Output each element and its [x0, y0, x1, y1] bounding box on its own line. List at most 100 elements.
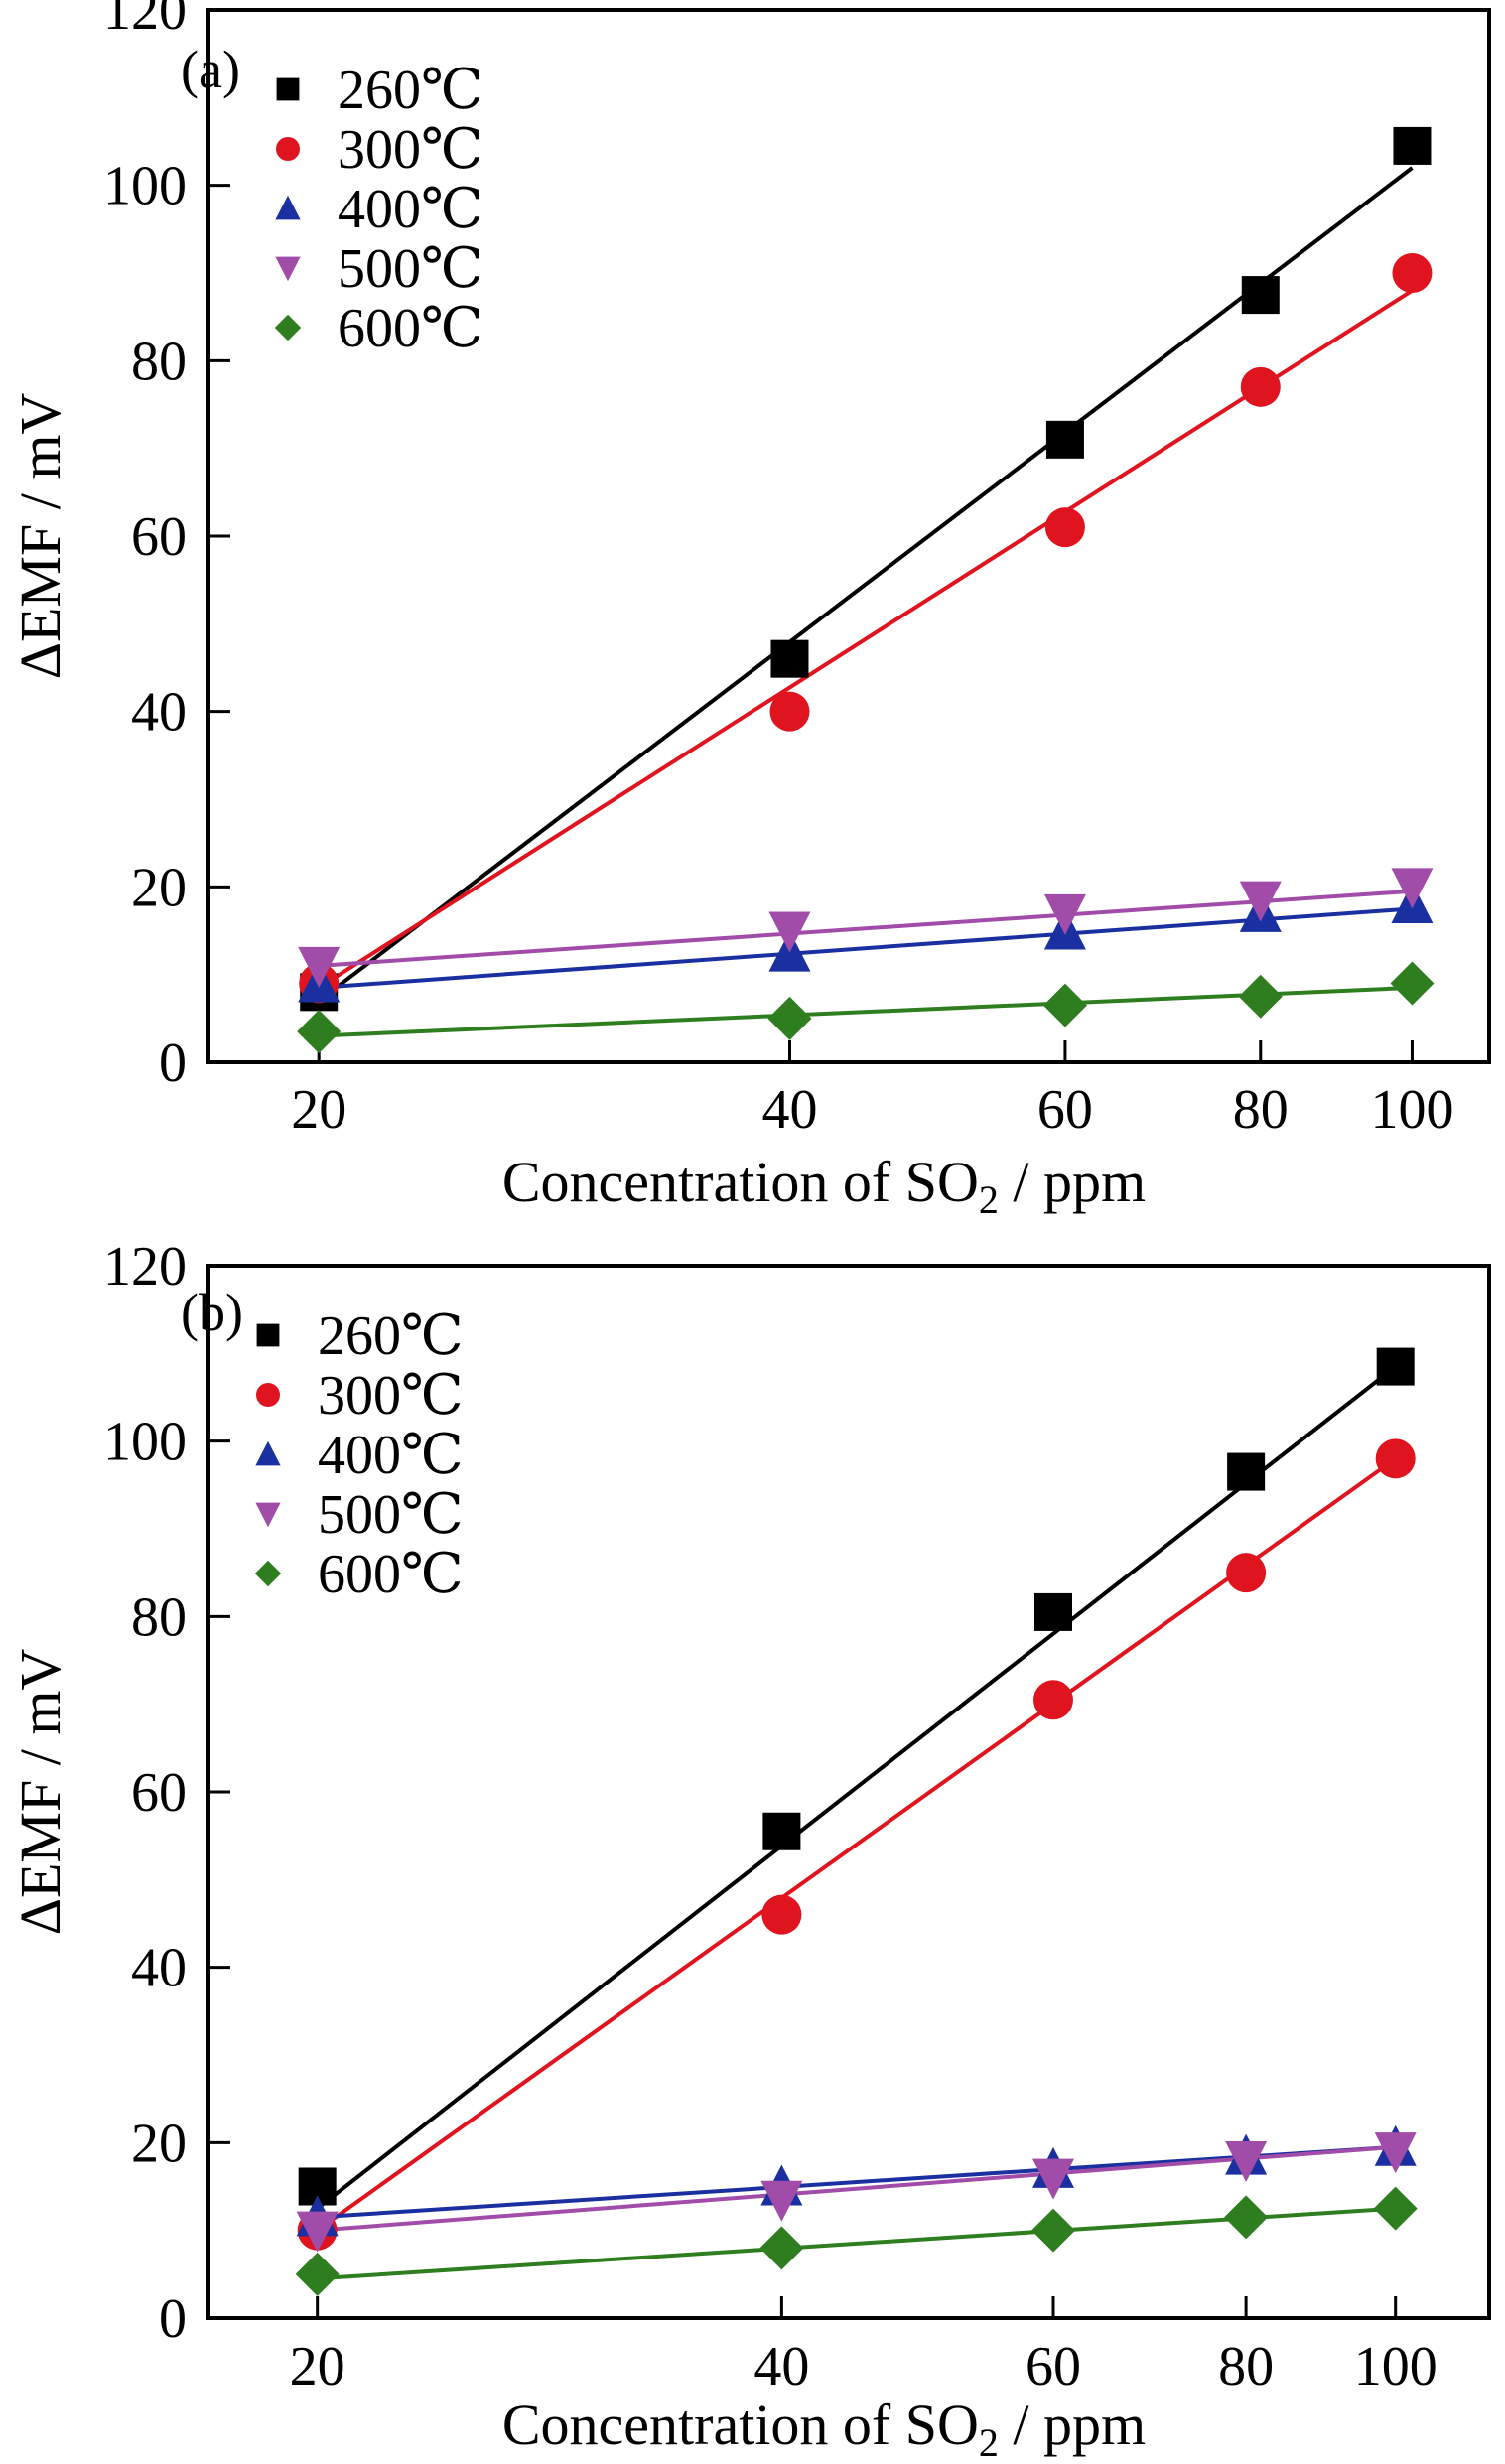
data-point: [1240, 366, 1281, 407]
legend-label: 400℃: [318, 1425, 464, 1486]
x-tick-label: 60: [1026, 2336, 1081, 2397]
data-point: [1224, 2195, 1269, 2240]
data-point: [1044, 507, 1085, 548]
fit-lines: [317, 166, 1414, 1038]
data-points: [295, 1347, 1418, 2296]
data-point: [767, 996, 812, 1040]
data-point: [1033, 1592, 1072, 1631]
data-point: [768, 911, 811, 953]
data-point: [1238, 974, 1283, 1019]
fit-line: [317, 166, 1414, 1003]
data-point: [1392, 253, 1433, 293]
legend-label: 500℃: [318, 1484, 464, 1546]
legend-marker: [275, 256, 301, 282]
legend-marker: [256, 1323, 280, 1347]
data-point: [1239, 881, 1282, 922]
legend-marker: [255, 1502, 281, 1528]
y-tick-label: 80: [131, 331, 187, 392]
panel-a: 20 40 60 80 100 0 20 40 60 80 100 120 (a) 260℃300℃4…: [8, 0, 1491, 1222]
fit-line: [319, 906, 1413, 990]
legend-label: 500℃: [338, 238, 483, 300]
data-point: [1393, 126, 1432, 165]
data-point: [1241, 276, 1280, 315]
x-tick-label: 100: [1370, 1079, 1453, 1141]
data-points: [297, 126, 1435, 1054]
panel-b: 20 40 60 80 100 0 20 40 60 80 100 120 (b) 260℃300℃4…: [8, 1236, 1491, 2464]
data-point: [1042, 983, 1087, 1027]
legend-marker: [274, 314, 302, 342]
data-point: [769, 691, 810, 732]
legend-label: 300℃: [318, 1365, 464, 1427]
fit-line: [317, 2144, 1396, 2233]
y-tick-label: 20: [131, 857, 187, 918]
y-tick-label: 20: [131, 2113, 187, 2174]
data-point: [760, 2180, 803, 2222]
legend-marker: [255, 1440, 281, 1466]
data-point: [296, 2211, 339, 2253]
y-tick-label: 100: [103, 156, 187, 217]
y-tick-label: 60: [131, 1762, 187, 1824]
axis-ticks: 20 40 60 80 100 0 20 40 60 80 100 120: [103, 1236, 1437, 2397]
data-point: [1227, 1452, 1266, 1491]
legend-label: 300℃: [338, 119, 483, 181]
legend-label: 260℃: [318, 1305, 464, 1367]
fit-line: [319, 889, 1413, 968]
panel-label: (a): [181, 40, 240, 99]
data-point: [1225, 2141, 1268, 2182]
fit-lines: [316, 1365, 1397, 2281]
data-point: [1030, 2208, 1075, 2253]
x-axis-title: Concentration of SO2 / ppm: [502, 1150, 1146, 1222]
data-point: [1373, 2186, 1418, 2231]
fit-line: [316, 1456, 1397, 2233]
legend-label: 400℃: [338, 179, 483, 240]
y-tick-label: 40: [131, 682, 187, 744]
data-point: [1376, 1347, 1415, 1386]
panel-label: (b): [181, 1283, 243, 1342]
data-point: [1374, 2132, 1417, 2174]
legend-marker: [256, 1383, 280, 1407]
legend-label: 600℃: [318, 1544, 464, 1605]
y-tick-label: 80: [131, 1586, 187, 1648]
data-point: [761, 1894, 802, 1935]
legend-marker: [275, 195, 301, 220]
data-point: [1032, 1680, 1073, 1720]
y-axis-title: ΔEMF / mV: [8, 393, 72, 680]
x-tick-label: 80: [1233, 1079, 1289, 1141]
data-point: [295, 2252, 340, 2296]
fit-line: [317, 2206, 1396, 2281]
fit-line: [319, 985, 1413, 1038]
fit-line: [317, 2144, 1396, 2220]
legend-marker: [276, 77, 300, 101]
data-point: [762, 1812, 801, 1850]
x-tick-label: 20: [291, 1079, 346, 1141]
data-point: [1045, 420, 1084, 459]
data-point: [759, 2226, 804, 2270]
y-tick-label: 0: [159, 2288, 187, 2350]
x-tick-label: 40: [761, 1079, 817, 1141]
y-tick-label: 120: [103, 1236, 187, 1298]
legend-marker: [254, 1560, 282, 1587]
legend-label: 600℃: [338, 298, 483, 359]
y-tick-label: 100: [103, 1412, 187, 1473]
y-axis-title: ΔEMF / mV: [8, 1649, 72, 1936]
data-point: [1390, 961, 1435, 1006]
y-tick-label: 40: [131, 1938, 187, 1999]
data-point: [297, 1010, 342, 1054]
data-point: [1226, 1553, 1267, 1593]
y-tick-label: 60: [131, 506, 187, 568]
x-axis-title: Concentration of SO2 / ppm: [502, 2393, 1146, 2464]
data-point: [770, 639, 809, 678]
axis-ticks: 20 40 60 80 100 0 20 40 60 80 100 120: [103, 0, 1453, 1141]
data-point: [1031, 2158, 1074, 2200]
x-tick-label: 60: [1037, 1079, 1093, 1141]
y-tick-label: 120: [103, 0, 187, 42]
fit-line: [318, 288, 1414, 990]
fit-line: [316, 1365, 1397, 2211]
x-tick-label: 20: [290, 2336, 345, 2397]
x-tick-label: 100: [1354, 2336, 1437, 2397]
data-point: [298, 946, 341, 988]
legend-marker: [276, 137, 300, 161]
